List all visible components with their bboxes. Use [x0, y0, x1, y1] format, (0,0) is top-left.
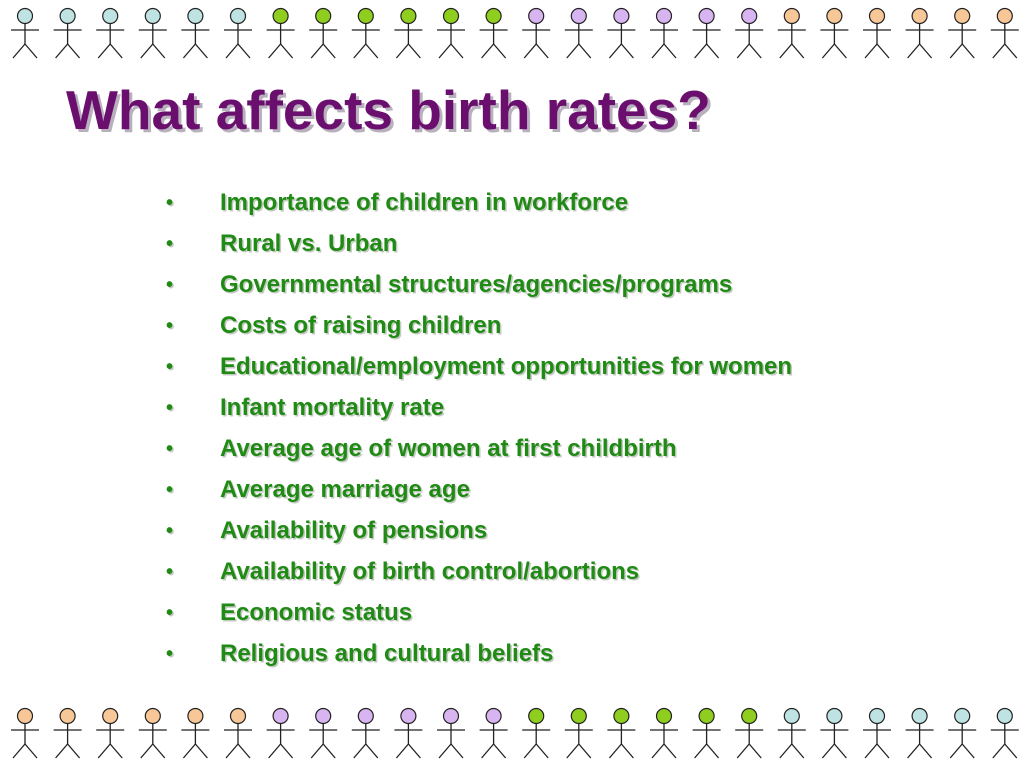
stick-figure-icon	[96, 7, 125, 59]
stick-figure-icon	[990, 7, 1019, 59]
bullet-point-icon: •	[166, 520, 174, 542]
bullet-point-icon: •	[166, 356, 174, 378]
bullet-text: Governmental structures/agencies/program…	[220, 271, 733, 298]
stick-figure-icon	[266, 7, 295, 59]
bullet-point-icon: •	[166, 315, 174, 337]
stick-figure-icon	[309, 707, 338, 759]
stick-figure-icon	[863, 707, 891, 759]
bullet-point-icon: •	[166, 602, 174, 624]
stick-figure-icon	[650, 707, 678, 759]
stick-figure-icon	[692, 707, 721, 759]
stick-figure-icon	[735, 7, 764, 59]
stick-figure-icon	[138, 7, 167, 59]
stick-figure-icon	[990, 707, 1019, 759]
stick-figure-icon	[607, 707, 636, 759]
stick-figure-icon	[863, 7, 891, 59]
stick-figure-icon	[522, 7, 551, 59]
stick-figure-icon	[266, 707, 295, 759]
bullet-point-icon: •	[166, 643, 174, 665]
bullet-text: Costs of raising children	[220, 312, 502, 339]
stick-figure-icon	[96, 707, 125, 759]
stick-figure-icon	[564, 7, 593, 59]
bullet-text: Availability of pensions	[220, 517, 488, 544]
bullet-text: Economic status	[220, 599, 413, 626]
stick-figure-icon	[11, 7, 39, 59]
stick-figure-icon	[650, 7, 678, 59]
stick-figure-icon	[607, 7, 636, 59]
bullet-text: Average marriage age	[220, 476, 470, 503]
bullet-point-icon: •	[166, 233, 174, 255]
top-stick-figure-border	[0, 4, 1024, 60]
stick-figure-icon	[948, 7, 977, 59]
bottom-stick-figure-border	[0, 704, 1024, 760]
stick-figure-icon	[181, 707, 210, 759]
bullet-text: Importance of children in workforce	[220, 189, 629, 216]
stick-figure-icon	[437, 707, 465, 759]
stick-figure-icon	[53, 707, 82, 759]
stick-figure-icon	[351, 707, 380, 759]
stick-figure-icon	[820, 707, 849, 759]
bullet-text: Educational/employment opportunities for…	[220, 353, 793, 380]
bullet-point-icon: •	[166, 479, 174, 501]
bullet-text: Rural vs. Urban	[220, 230, 398, 257]
stick-figure-icon	[692, 7, 721, 59]
bullet-point-icon: •	[166, 397, 174, 419]
stick-figure-icon	[181, 7, 210, 59]
stick-figure-icon	[735, 707, 764, 759]
stick-figure-icon	[224, 7, 252, 59]
bullet-text: Average age of women at first childbirth	[220, 435, 677, 462]
bullet-point-icon: •	[166, 438, 174, 460]
stick-figure-icon	[820, 7, 849, 59]
stick-figure-icon	[564, 707, 593, 759]
bullet-text: Availability of birth control/abortions	[220, 558, 640, 585]
stick-figure-icon	[11, 707, 39, 759]
stick-figure-icon	[394, 7, 423, 59]
slide-title: What affects birth rates?	[66, 79, 711, 141]
stick-figure-icon	[394, 707, 423, 759]
stick-figure-icon	[522, 707, 551, 759]
bullet-point-icon: •	[166, 274, 174, 296]
bullet-text: Infant mortality rate	[220, 394, 445, 421]
stick-figure-icon	[224, 707, 252, 759]
stick-figure-icon	[309, 7, 338, 59]
bullet-point-icon: •	[166, 192, 174, 214]
stick-figure-icon	[351, 7, 380, 59]
stick-figure-icon	[777, 7, 806, 59]
stick-figure-row-top	[11, 7, 1019, 59]
stick-figure-icon	[948, 707, 977, 759]
stick-figure-icon	[905, 707, 934, 759]
stick-figure-icon	[905, 7, 934, 59]
stick-figure-icon	[138, 707, 167, 759]
stick-figure-icon	[53, 7, 82, 59]
stick-figure-row-bottom	[11, 707, 1019, 759]
bullet-point-icon: •	[166, 561, 174, 583]
stick-figure-icon	[479, 707, 508, 759]
bullet-text: Religious and cultural beliefs	[220, 640, 554, 667]
stick-figure-icon	[777, 707, 806, 759]
stick-figure-icon	[437, 7, 465, 59]
stick-figure-icon	[479, 7, 508, 59]
